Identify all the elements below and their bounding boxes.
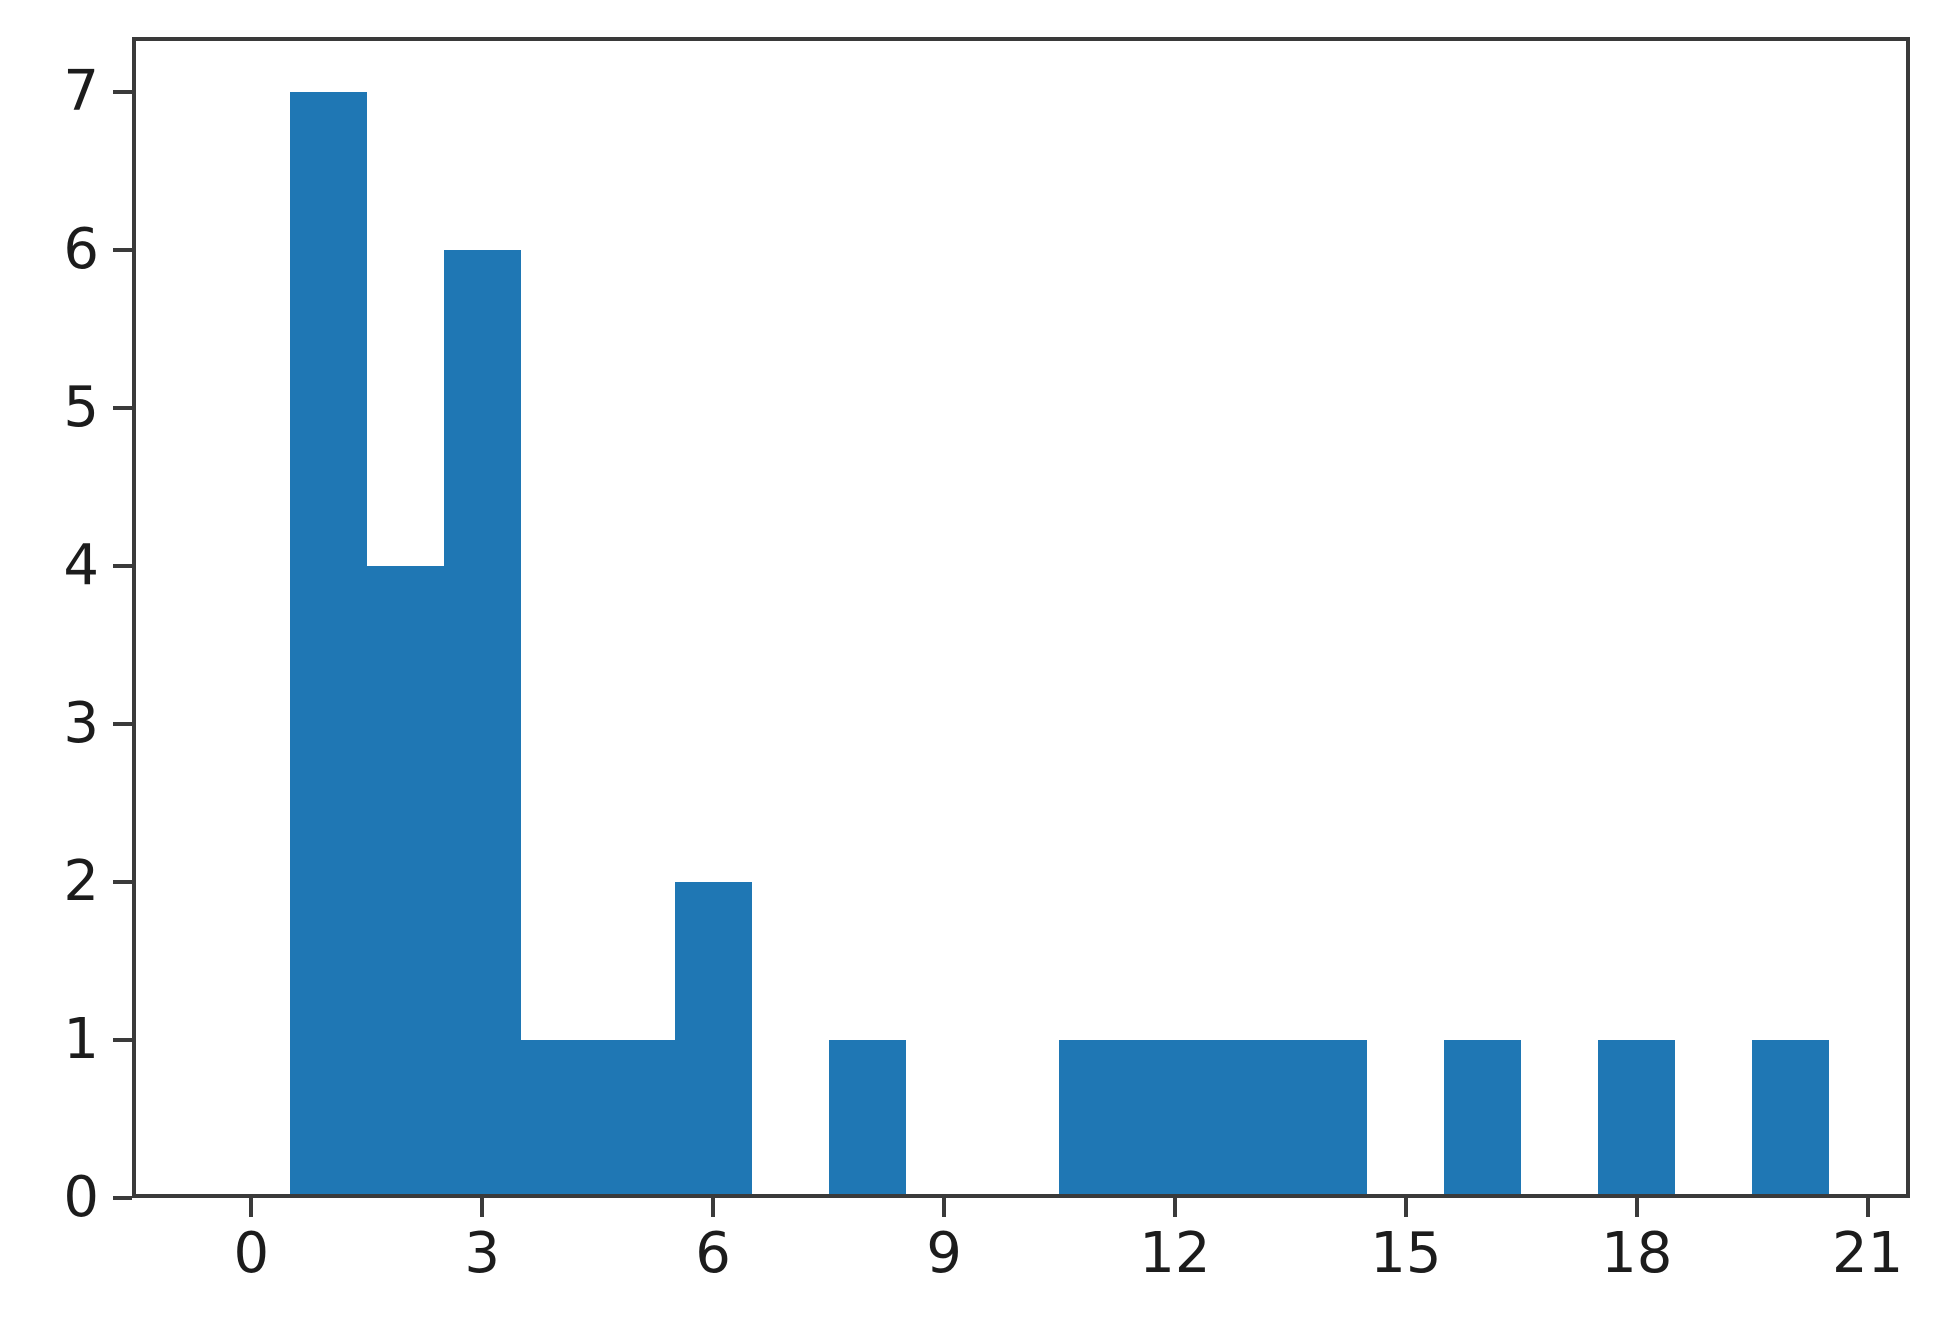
histogram-bar (1136, 1040, 1214, 1198)
y-tick-label: 2 (63, 849, 99, 915)
y-tick-mark (113, 880, 132, 885)
histogram-bar (674, 882, 752, 1198)
x-tick-label: 0 (233, 1221, 270, 1286)
histogram-bar (366, 566, 444, 1198)
y-tick-label: 1 (63, 1007, 99, 1073)
histogram-bar (828, 1040, 906, 1198)
x-tick-label: 18 (1601, 1221, 1673, 1286)
x-tick-mark (711, 1198, 716, 1217)
x-tick-label: 12 (1139, 1221, 1211, 1286)
x-tick-mark (1403, 1198, 1408, 1217)
x-tick-label: 9 (926, 1221, 962, 1286)
x-tick-mark (480, 1198, 485, 1217)
histogram-bar (1444, 1040, 1522, 1198)
x-tick-label: 6 (695, 1221, 731, 1286)
plot-area (132, 37, 1910, 1198)
x-tick-mark (1634, 1198, 1639, 1217)
y-tick-label: 4 (63, 533, 99, 599)
x-tick-label: 15 (1370, 1221, 1442, 1286)
histogram-bar (289, 92, 367, 1198)
x-tick-mark (1865, 1198, 1870, 1217)
histogram-bar (1752, 1040, 1830, 1198)
y-tick-mark (113, 90, 132, 95)
y-tick-mark (113, 406, 132, 411)
x-tick-mark (942, 1198, 947, 1217)
y-tick-label: 7 (63, 59, 99, 125)
y-tick-label: 3 (63, 691, 99, 757)
x-tick-label: 21 (1832, 1221, 1904, 1286)
histogram-bar (597, 1040, 675, 1198)
y-tick-label: 5 (63, 375, 99, 441)
histogram-bar (1213, 1040, 1291, 1198)
x-tick-mark (249, 1198, 254, 1217)
y-tick-mark (113, 722, 132, 727)
y-tick-mark (113, 248, 132, 253)
histogram-bar (443, 250, 521, 1198)
y-tick-mark (113, 1038, 132, 1043)
histogram-bar (520, 1040, 598, 1198)
histogram-bar (1290, 1040, 1368, 1198)
histogram-bar (1598, 1040, 1676, 1198)
y-tick-label: 6 (63, 217, 99, 283)
y-tick-mark (113, 564, 132, 569)
x-tick-label: 3 (464, 1221, 501, 1286)
y-tick-label: 0 (63, 1165, 99, 1230)
histogram-bar (1059, 1040, 1137, 1198)
y-tick-mark (113, 1196, 132, 1200)
x-tick-mark (1172, 1198, 1177, 1217)
